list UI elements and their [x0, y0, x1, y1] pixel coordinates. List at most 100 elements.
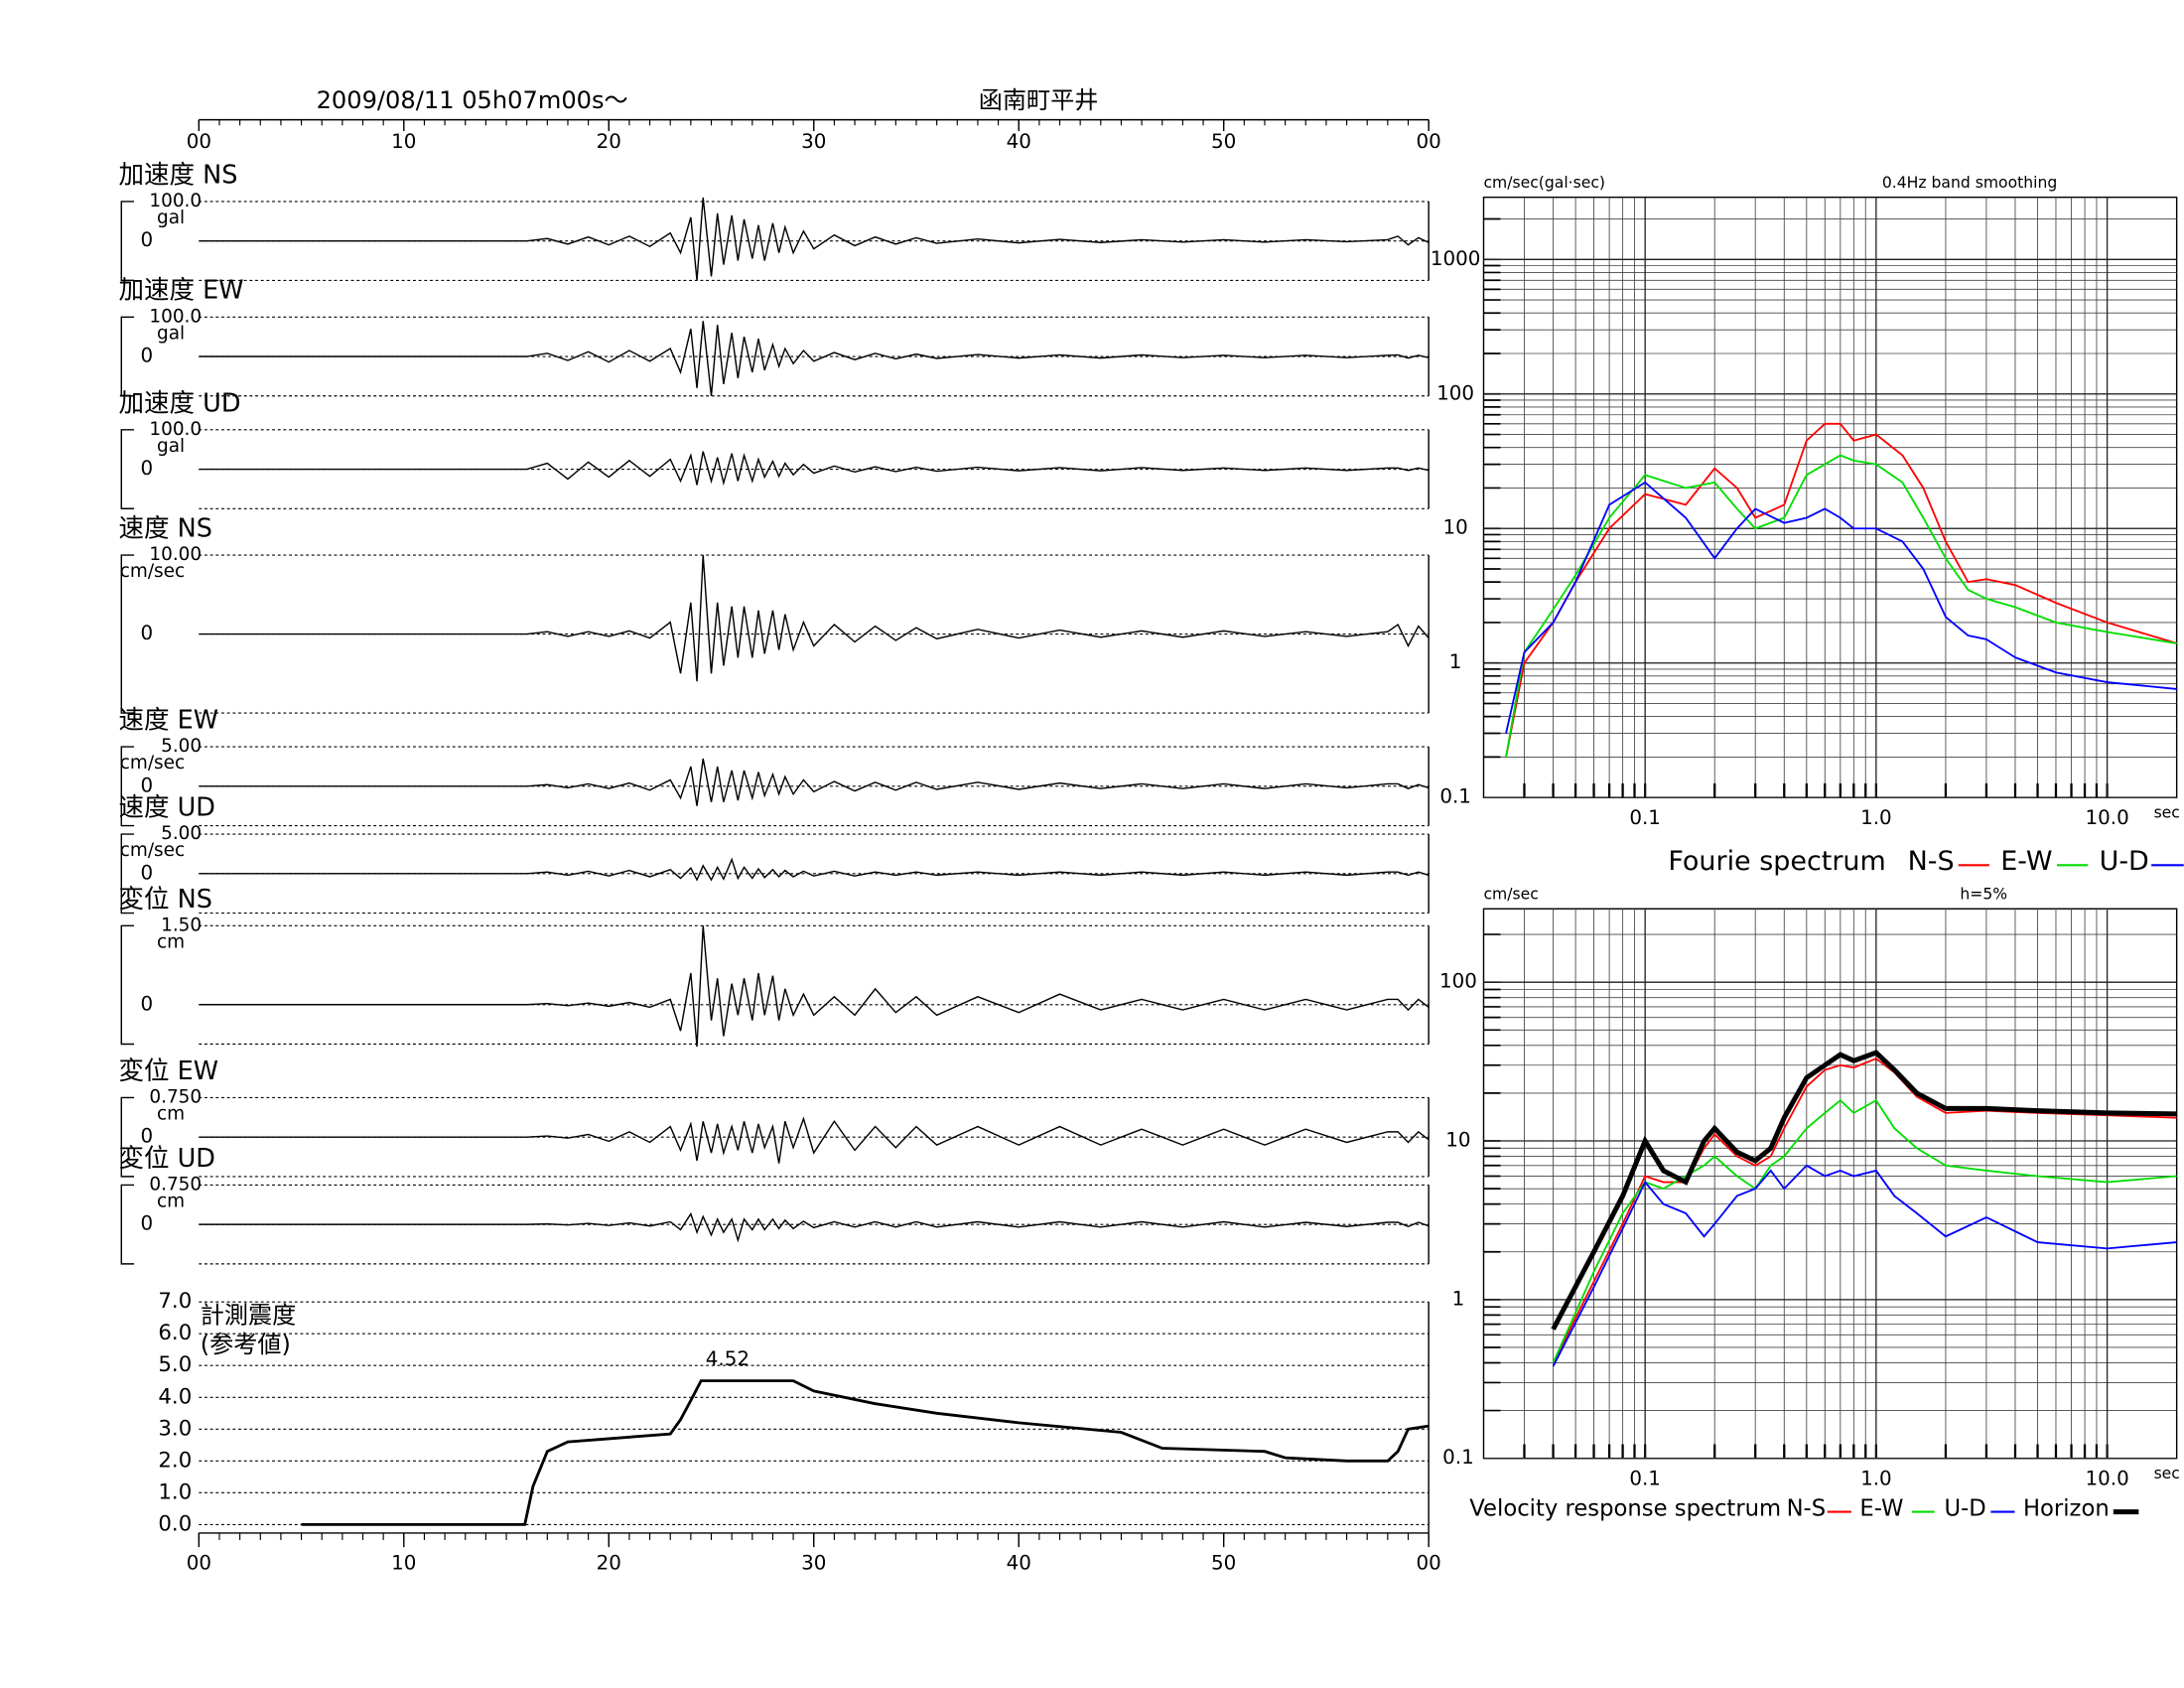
y-tick-label: 1	[1449, 650, 1462, 673]
waveform	[199, 555, 1430, 682]
y-tick-label: 0	[141, 1212, 154, 1235]
x-tick-label: 10	[391, 130, 416, 153]
unit-label: cm/sec(gal·sec)	[1483, 174, 1605, 192]
y-tick-label: 100.0	[149, 191, 202, 211]
panel-bracket	[120, 746, 135, 827]
x-tick-label: 00	[187, 1552, 211, 1575]
panel-title: 変位 UD	[118, 1144, 215, 1174]
legend-label: N-S	[1787, 1495, 1827, 1521]
y-tick-label: 0	[141, 457, 154, 480]
y-tick-label: 10	[1445, 1129, 1470, 1152]
y-tick-label: 0	[141, 228, 154, 251]
y-tick-label: 0.1	[1442, 1446, 1474, 1469]
spectrum-line	[1552, 1057, 2177, 1363]
y-tick-label: 3.0	[158, 1416, 192, 1441]
waveform	[199, 321, 1430, 396]
chart-subtitle: (参考値)	[201, 1331, 291, 1358]
x-tick-label: 50	[1211, 130, 1236, 153]
legend-label: N-S	[1908, 846, 1955, 877]
x-tick-label: 40	[1007, 130, 1031, 153]
panel-unit: cm	[157, 1191, 185, 1211]
y-tick-label: 100.0	[149, 419, 202, 440]
y-tick-label: 10	[1442, 516, 1467, 539]
y-tick-label: 10.00	[149, 544, 202, 565]
plot-frame	[1482, 908, 2178, 1460]
panel-unit: gal	[157, 323, 185, 344]
x-tick-label: 0.1	[1629, 806, 1661, 829]
waveform	[199, 1211, 1430, 1243]
y-tick-label: 5.00	[161, 736, 202, 757]
panel-bracket	[120, 316, 135, 397]
y-tick-label: 0.0	[158, 1511, 192, 1536]
x-tick-label: 10	[391, 1552, 416, 1575]
peak-label: 4.52	[706, 1347, 750, 1370]
station-name: 函南町平井	[979, 86, 1099, 114]
waveform	[199, 925, 1430, 1048]
waveform	[199, 1116, 1430, 1164]
x-tick-label: 1.0	[1860, 806, 1892, 829]
x-tick-label: 00	[1417, 1552, 1441, 1575]
panel-bracket	[120, 1184, 135, 1265]
intensity-line	[301, 1379, 1430, 1526]
panel-unit: gal	[157, 436, 185, 457]
panel-unit: cm/sec	[120, 561, 185, 582]
legend-title: Velocity response spectrum	[1469, 1495, 1781, 1521]
panel-title: 変位 NS	[118, 885, 211, 914]
panel-bracket	[120, 554, 135, 714]
panel-bracket	[120, 833, 135, 914]
x-tick-label: 20	[597, 1552, 621, 1575]
y-tick-label: 0	[141, 861, 154, 884]
y-tick-label: 0.750	[149, 1086, 202, 1107]
x-tick-label: 30	[801, 130, 826, 153]
x-tick-label: 0.1	[1629, 1467, 1661, 1489]
spectrum-line	[1505, 422, 2177, 758]
spectrum-line	[1551, 1050, 2177, 1331]
panel-unit: cm	[157, 1103, 185, 1124]
panel-title: 速度 UD	[118, 793, 215, 823]
panel-unit: cm	[157, 931, 185, 952]
unit-label: cm/sec	[1483, 886, 1538, 904]
x-tick-label: 50	[1211, 1552, 1236, 1575]
panel-unit: cm/sec	[120, 840, 185, 861]
panel-bracket	[120, 924, 135, 1046]
panel-bracket	[120, 1096, 135, 1178]
x-unit: sec	[2154, 1465, 2180, 1482]
spectrum-line	[1552, 1098, 2177, 1363]
waveform	[199, 857, 1430, 882]
y-tick-label: 100	[1439, 970, 1477, 993]
x-tick-label: 1.0	[1860, 1467, 1892, 1489]
x-unit: sec	[2154, 803, 2180, 821]
panel-title: 変位 EW	[118, 1056, 218, 1086]
legend-label: E-W	[1859, 1495, 1903, 1521]
panel-unit: gal	[157, 208, 185, 228]
x-tick-label: 30	[801, 1552, 826, 1575]
panel-title: 加速度 NS	[118, 160, 237, 190]
y-tick-label: 5.0	[158, 1352, 192, 1377]
y-tick-label: 4.0	[158, 1384, 192, 1409]
y-tick-label: 2.0	[158, 1448, 192, 1473]
x-tick-label: 00	[1417, 130, 1441, 153]
x-tick-label: 40	[1007, 1552, 1031, 1575]
y-tick-label: 5.00	[161, 823, 202, 844]
spectrum-line	[1505, 481, 2177, 734]
y-tick-label: 0	[141, 774, 154, 796]
y-tick-label: 0.1	[1439, 785, 1471, 808]
x-tick-label: 10.0	[2085, 806, 2128, 829]
y-tick-label: 100	[1436, 381, 1474, 404]
y-tick-label: 0	[141, 1125, 154, 1148]
panel-title: 速度 NS	[118, 514, 211, 544]
legend-label: Horizon	[2023, 1495, 2110, 1521]
spectrum-line	[1505, 454, 2177, 758]
y-tick-label: 7.0	[158, 1289, 192, 1314]
x-tick-label: 20	[597, 130, 621, 153]
y-tick-label: 0.750	[149, 1174, 202, 1195]
chart-title: 計測震度	[201, 1301, 296, 1329]
panel-title: 加速度 EW	[118, 276, 243, 306]
y-tick-label: 1.50	[161, 914, 202, 935]
y-tick-label: 0	[141, 992, 154, 1015]
x-tick-label: 10.0	[2085, 1467, 2128, 1489]
y-tick-label: 6.0	[158, 1321, 192, 1345]
waveform	[199, 451, 1430, 487]
panel-bracket	[120, 201, 135, 282]
